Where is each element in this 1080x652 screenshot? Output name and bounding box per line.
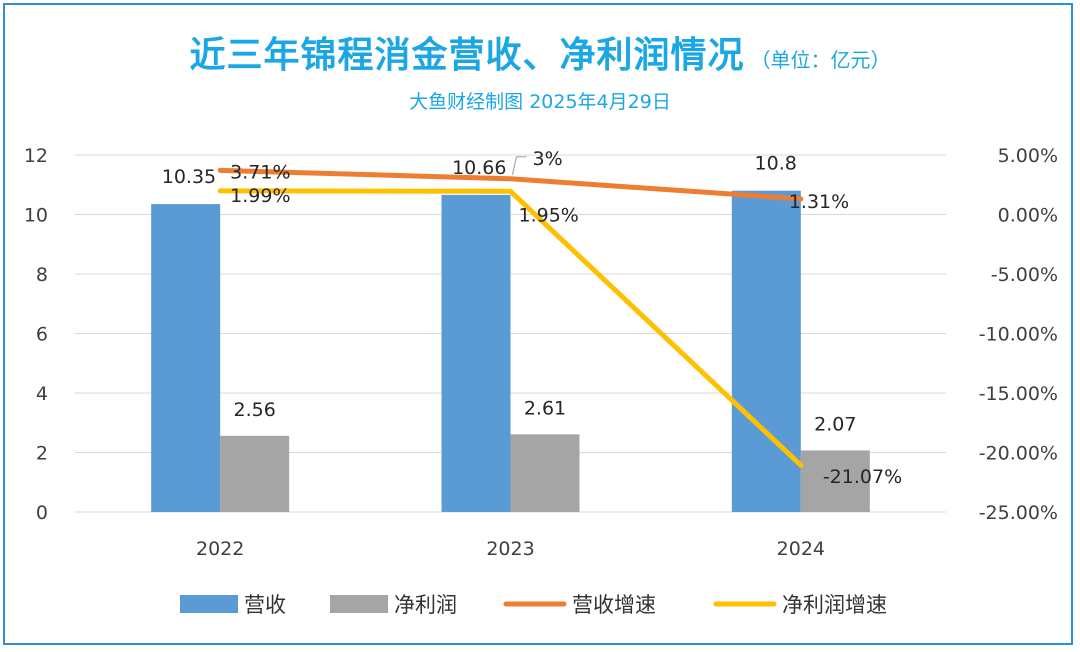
- legend-label: 净利润增速: [782, 593, 887, 617]
- legend-label: 净利润: [394, 593, 457, 617]
- profit-value-label: 2.56: [234, 399, 276, 421]
- profit-growth-label: 1.99%: [230, 185, 290, 207]
- right-tick-label: -25.00%: [979, 502, 1058, 524]
- legend-swatch: [330, 595, 388, 613]
- x-tick-label: 2023: [486, 538, 534, 560]
- revenue-value-label: 10.35: [162, 166, 216, 188]
- bar-profit: [510, 434, 580, 512]
- bar-profit: [220, 435, 290, 512]
- revenue-growth-label: 3.71%: [230, 161, 290, 183]
- right-axis: -25.00% -20.00% -15.00% -10.00% -5.00% 0.00% 5…: [979, 145, 1058, 524]
- line-profit-growth: [217, 188, 804, 468]
- x-tick-label: 2024: [777, 538, 825, 560]
- legend: 营收 净利润 营收增速 净利润增速: [180, 593, 887, 617]
- left-tick-label: 2: [36, 443, 48, 465]
- bar-revenue: [151, 204, 221, 512]
- data-labels: 10.35 10.66 10.8 2.56 2.61 2.07 3.71% 3% 1.31% 1.…: [162, 148, 902, 488]
- right-tick-label: -5.00%: [991, 264, 1058, 286]
- right-tick-label: -10.00%: [979, 324, 1058, 346]
- left-axis: 0 2 4 6 8 10 12: [24, 145, 48, 524]
- revenue-value-label: 10.66: [452, 157, 506, 179]
- legend-label: 营收增速: [572, 593, 656, 617]
- bar-profit: [800, 450, 870, 512]
- legend-label: 营收: [244, 593, 286, 617]
- legend-swatch: [180, 595, 238, 613]
- chart-subtitle: 大鱼财经制图 2025年4月29日: [409, 91, 671, 113]
- x-tick-label: 2022: [196, 538, 244, 560]
- left-tick-label: 4: [36, 383, 48, 405]
- left-tick-label: 10: [24, 205, 48, 227]
- bar-revenue: [731, 190, 801, 512]
- left-tick-label: 12: [24, 145, 48, 167]
- bar-revenue: [441, 194, 511, 513]
- chart-title: 近三年锦程消金营收、净利润情况: [189, 35, 745, 76]
- lines: [217, 167, 804, 468]
- right-tick-label: 0.00%: [998, 205, 1058, 227]
- revenue-growth-label: 3%: [533, 148, 563, 170]
- profit-growth-label: 1.95%: [519, 204, 579, 226]
- profit-value-label: 2.61: [524, 397, 566, 419]
- revenue-value-label: 10.8: [755, 153, 797, 175]
- revenue-growth-label: 1.31%: [789, 191, 849, 213]
- left-tick-label: 0: [36, 502, 48, 524]
- profit-growth-label: -21.07%: [823, 466, 902, 488]
- left-tick-label: 6: [36, 324, 48, 346]
- unit-label: （单位：亿元）: [750, 48, 891, 72]
- right-tick-label: -20.00%: [979, 443, 1058, 465]
- title-row: 近三年锦程消金营收、净利润情况 （单位：亿元）: [0, 26, 1080, 78]
- line-revenue-growth: [217, 167, 804, 202]
- left-tick-label: 8: [36, 264, 48, 286]
- x-axis: 2022 2023 2024: [196, 538, 825, 560]
- label-leader-line: [511, 156, 527, 175]
- bars: [151, 190, 870, 513]
- right-tick-label: 5.00%: [998, 145, 1058, 167]
- profit-value-label: 2.07: [814, 413, 856, 435]
- right-tick-label: -15.00%: [979, 383, 1058, 405]
